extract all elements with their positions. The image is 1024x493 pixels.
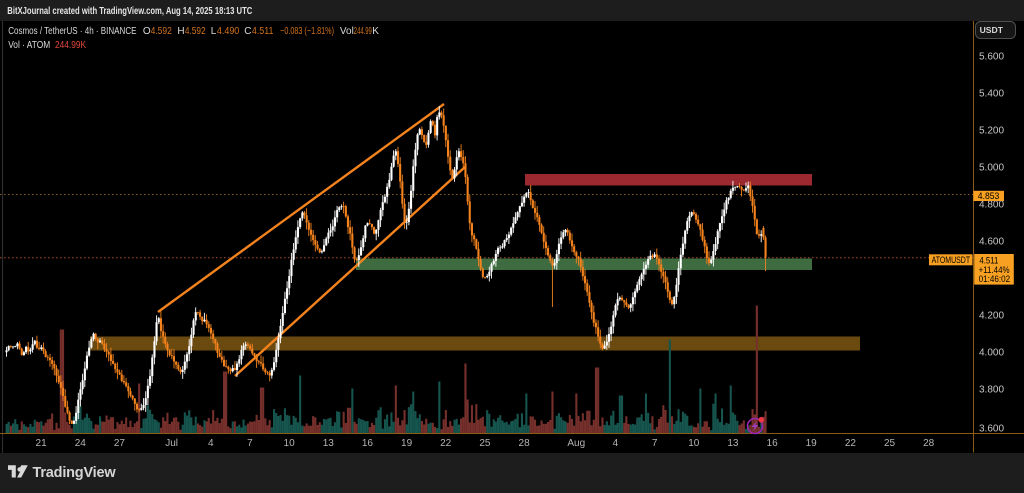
svg-text:+11.44%: +11.44% bbox=[979, 265, 1010, 275]
svg-text:4: 4 bbox=[208, 438, 214, 449]
svg-text:5.000: 5.000 bbox=[979, 163, 1004, 174]
svg-text:7: 7 bbox=[652, 438, 658, 449]
svg-text:10: 10 bbox=[688, 438, 700, 449]
svg-text:25: 25 bbox=[884, 438, 896, 449]
svg-text:19: 19 bbox=[806, 438, 818, 449]
svg-text:244.99: 244.99 bbox=[354, 26, 372, 37]
svg-text:C: C bbox=[244, 26, 251, 37]
svg-text:24: 24 bbox=[75, 438, 87, 449]
svg-text:4.592: 4.592 bbox=[151, 26, 173, 37]
svg-text:4: 4 bbox=[613, 438, 619, 449]
svg-text:244.99K: 244.99K bbox=[55, 40, 86, 51]
svg-text:4.200: 4.200 bbox=[979, 311, 1004, 322]
svg-text:27: 27 bbox=[114, 438, 126, 449]
svg-text:L: L bbox=[211, 26, 217, 37]
svg-text:H: H bbox=[177, 26, 184, 37]
svg-text:4.511: 4.511 bbox=[979, 255, 998, 265]
svg-text:Aug: Aug bbox=[567, 438, 585, 449]
svg-text:K: K bbox=[372, 26, 379, 37]
svg-text:16: 16 bbox=[362, 438, 374, 449]
svg-text:13: 13 bbox=[727, 438, 739, 449]
svg-text:4.600: 4.600 bbox=[979, 237, 1004, 248]
svg-text:Jul: Jul bbox=[165, 438, 178, 449]
svg-text:22: 22 bbox=[440, 438, 452, 449]
svg-text:19: 19 bbox=[401, 438, 413, 449]
svg-text:7: 7 bbox=[247, 438, 253, 449]
svg-text:4.511: 4.511 bbox=[252, 26, 274, 37]
svg-text:28: 28 bbox=[923, 438, 935, 449]
svg-text:28: 28 bbox=[519, 438, 531, 449]
svg-text:16: 16 bbox=[767, 438, 779, 449]
svg-text:O: O bbox=[143, 26, 151, 37]
svg-text:4.490: 4.490 bbox=[217, 26, 240, 37]
svg-text:USDT: USDT bbox=[980, 25, 1004, 35]
svg-text:ATOMUSDT: ATOMUSDT bbox=[932, 255, 971, 265]
svg-text:−0.083 (−1.81%): −0.083 (−1.81%) bbox=[280, 26, 334, 37]
svg-text:5.200: 5.200 bbox=[979, 126, 1004, 137]
svg-text:5.400: 5.400 bbox=[979, 89, 1004, 100]
svg-text:BitXJournal created with Tradi: BitXJournal created with TradingView.com… bbox=[7, 5, 252, 17]
svg-text:4.000: 4.000 bbox=[979, 348, 1004, 359]
svg-text:Vol · ATOM: Vol · ATOM bbox=[8, 40, 50, 51]
svg-text:22: 22 bbox=[845, 438, 857, 449]
svg-text:5.600: 5.600 bbox=[979, 52, 1004, 63]
svg-text:4.853: 4.853 bbox=[978, 191, 1000, 201]
svg-text:01:46:02: 01:46:02 bbox=[979, 274, 1011, 284]
svg-text:3.600: 3.600 bbox=[979, 424, 1004, 435]
svg-text:21: 21 bbox=[36, 438, 48, 449]
svg-text:4.800: 4.800 bbox=[979, 200, 1004, 211]
svg-text:13: 13 bbox=[323, 438, 335, 449]
svg-text:4.592: 4.592 bbox=[185, 26, 206, 37]
svg-text:10: 10 bbox=[284, 438, 296, 449]
svg-text:25: 25 bbox=[479, 438, 491, 449]
svg-text:3.800: 3.800 bbox=[979, 385, 1004, 396]
svg-text:Vol: Vol bbox=[340, 26, 354, 37]
svg-text:Cosmos / TetherUS · 4h · BINAN: Cosmos / TetherUS · 4h · BINANCE bbox=[8, 26, 137, 37]
